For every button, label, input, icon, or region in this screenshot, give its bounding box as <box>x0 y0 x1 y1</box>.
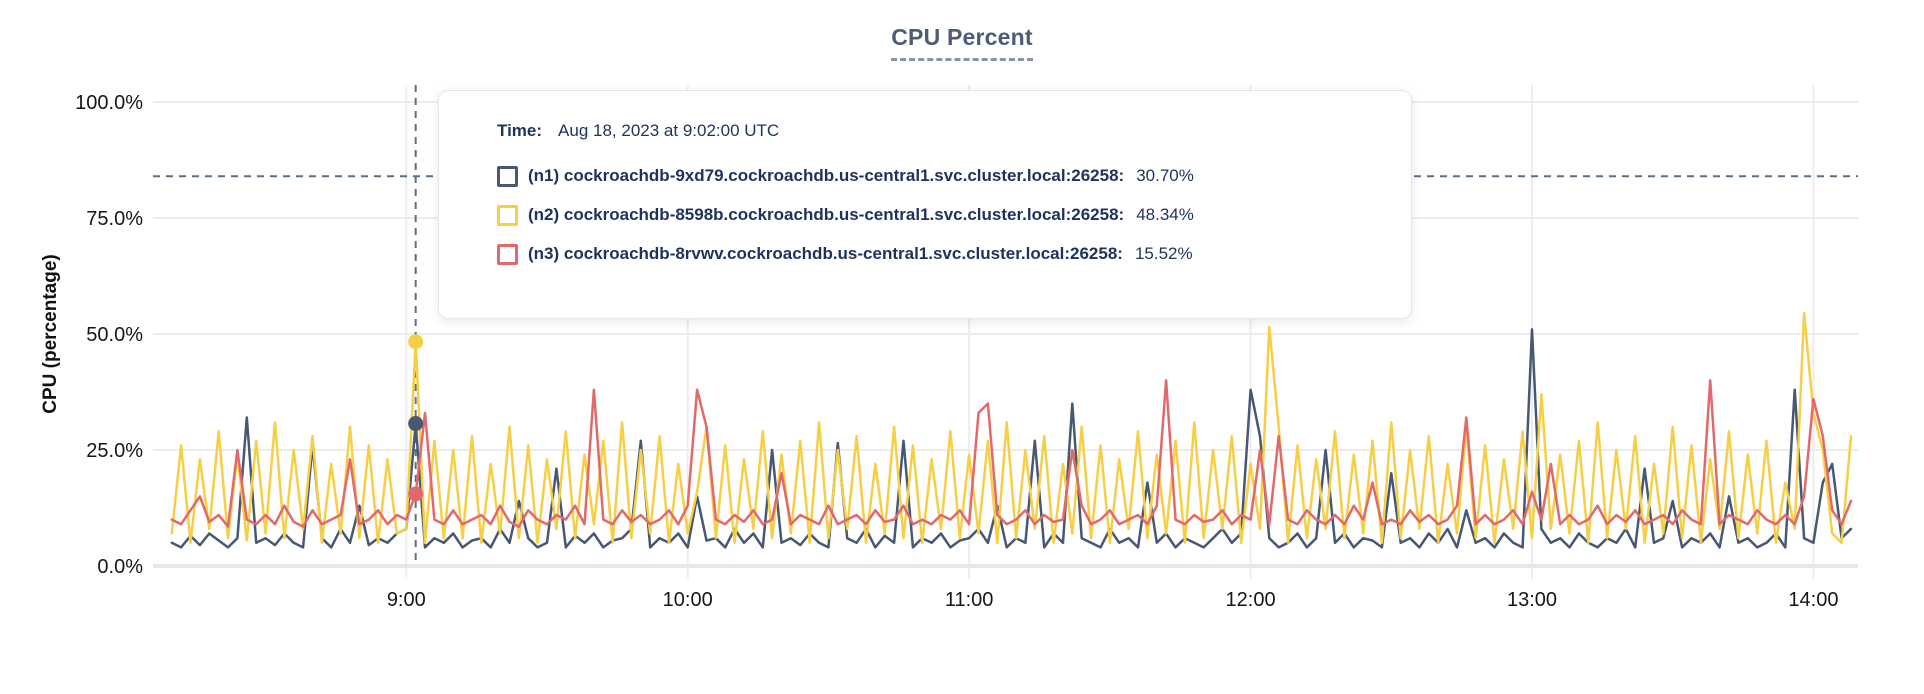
tooltip-series-row-n1: (n1) cockroachdb-9xd79.cockroachdb.us-ce… <box>497 163 1411 189</box>
series-n1-swatch-icon <box>497 165 518 187</box>
tooltip-series-row-n3: (n3) cockroachdb-8rvwv.cockroachdb.us-ce… <box>497 241 1411 267</box>
y-tick-label: 75.0% <box>86 208 143 230</box>
hover-dot-n3 <box>408 486 424 502</box>
series-n3-value: 15.52% <box>1134 244 1193 263</box>
x-tick-label: 13:00 <box>1507 589 1557 611</box>
y-tick-label: 100.0% <box>75 92 143 114</box>
y-tick-label: 25.0% <box>86 440 143 462</box>
series-line-n1 <box>170 328 1853 549</box>
series-n1-name: (n1) cockroachdb-9xd79.cockroachdb.us-ce… <box>528 166 1125 185</box>
hover-dot-n1 <box>408 416 424 432</box>
y-tick-label: 0.0% <box>97 556 143 578</box>
x-tick-label: 9:00 <box>387 589 426 611</box>
tooltip-time-label: Time: <box>497 121 543 140</box>
x-tick-label: 14:00 <box>1788 589 1838 611</box>
x-tick-label: 12:00 <box>1226 589 1276 611</box>
x-tick-label: 10:00 <box>663 589 713 611</box>
series-n2-name: (n2) cockroachdb-8598b.cockroachdb.us-ce… <box>528 205 1125 224</box>
series-n3-name: (n3) cockroachdb-8rvwv.cockroachdb.us-ce… <box>528 244 1123 263</box>
series-n1-value: 30.70% <box>1136 166 1194 185</box>
series-line-n3 <box>170 379 1853 528</box>
hover-tooltip: Time: Aug 18, 2023 at 9:02:00 UTC (n1) c… <box>438 90 1412 319</box>
x-tick-label: 11:00 <box>945 589 994 611</box>
hover-dot-n2 <box>408 334 424 350</box>
chart-title: CPU Percent <box>0 24 1924 61</box>
series-n3-swatch-icon <box>497 243 518 265</box>
chart-title-text[interactable]: CPU Percent <box>891 24 1033 61</box>
y-tick-label: 50.0% <box>86 324 143 346</box>
tooltip-series-row-n2: (n2) cockroachdb-8598b.cockroachdb.us-ce… <box>497 202 1411 228</box>
tooltip-time-row: Time: Aug 18, 2023 at 9:02:00 UTC <box>497 121 1411 141</box>
tooltip-time-value: Aug 18, 2023 at 9:02:00 UTC <box>558 121 780 140</box>
series-n2-value: 48.34% <box>1136 205 1194 224</box>
series-n2-swatch-icon <box>497 204 518 226</box>
